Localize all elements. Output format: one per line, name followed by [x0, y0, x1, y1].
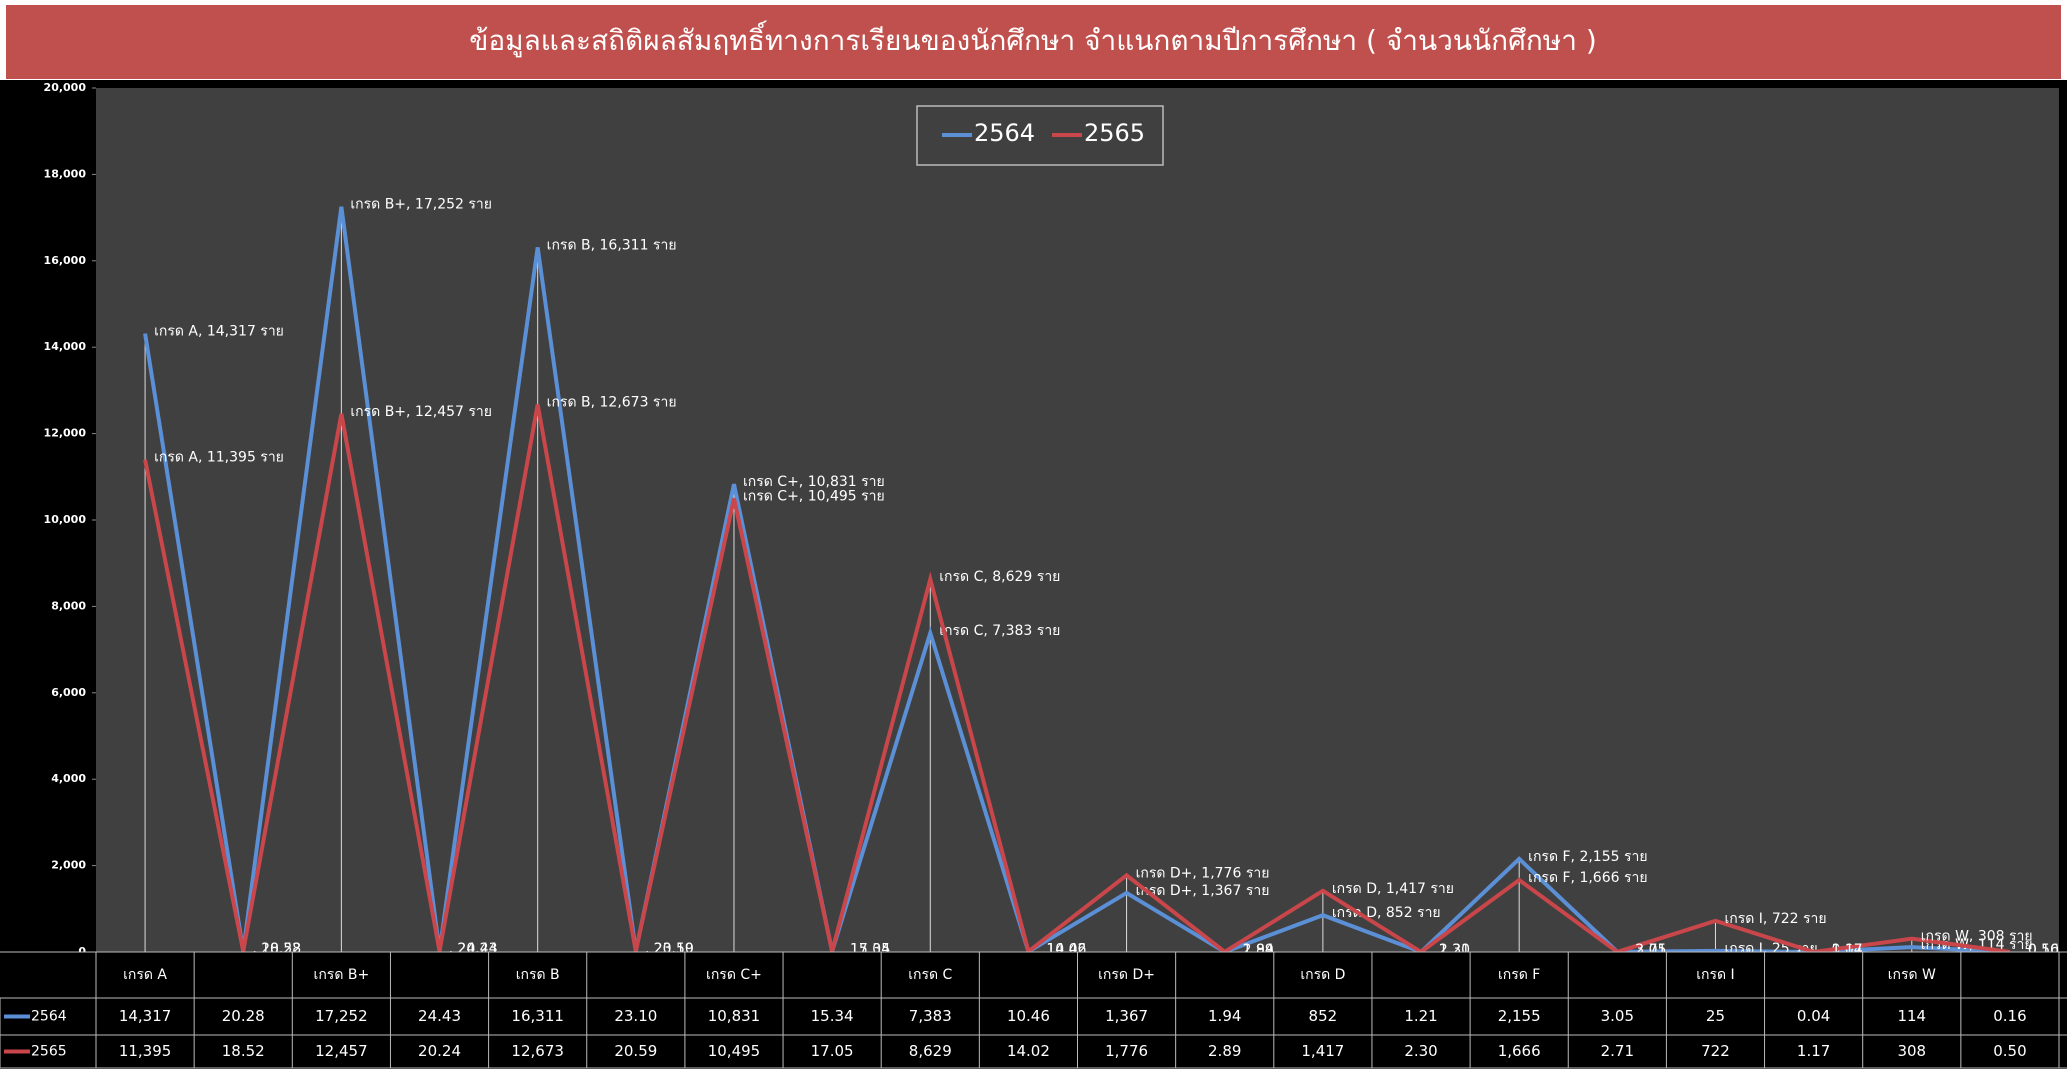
y-tick-label: 20,000 — [44, 81, 87, 94]
table-cell: 2,155 — [1498, 1007, 1541, 1025]
data-label: เกรด C, 7,383 ราย — [939, 623, 1060, 639]
data-label: เกรด C, 8,629 ราย — [939, 569, 1060, 585]
table-cell: 10,495 — [708, 1042, 761, 1060]
table-cell: 1,367 — [1105, 1007, 1148, 1025]
table-cell: 0.16 — [1993, 1007, 2026, 1025]
table-cell: 1,776 — [1105, 1042, 1148, 1060]
y-tick-label: 2,000 — [51, 859, 86, 872]
data-label: เกรด C+, 10,831 ราย — [743, 474, 885, 490]
x-tick-label: เกรด D — [1300, 967, 1345, 983]
table-cell: 114 — [1897, 1007, 1926, 1025]
data-label: เกรด D+, 1,776 ราย — [1136, 865, 1270, 881]
table-cell: 20.59 — [614, 1042, 657, 1060]
data-label: เกรด C+, 10,495 ราย — [743, 489, 885, 505]
table-cell: 852 — [1309, 1007, 1338, 1025]
x-tick-label: เกรด I — [1696, 967, 1734, 983]
data-label: เกรด W, 114 ราย — [1921, 937, 2033, 953]
table-cell: 722 — [1701, 1042, 1730, 1060]
x-tick-label: เกรด B+ — [314, 967, 370, 983]
x-tick-label: เกรด F — [1498, 967, 1540, 983]
table-cell: 18.52 — [222, 1042, 265, 1060]
plot-area — [96, 88, 2059, 952]
data-label: เกรด B, 16,311 ราย — [547, 237, 677, 253]
data-label: เกรด F, 1,666 ราย — [1528, 870, 1647, 886]
data-label: เกรด B+, 12,457 ราย — [350, 404, 492, 420]
data-label: เกรด B+, 17,252 ราย — [350, 197, 492, 213]
x-tick-label: เกรด D+ — [1098, 967, 1155, 983]
title-bar — [6, 5, 2061, 79]
table-cell: 12,673 — [511, 1042, 564, 1060]
x-tick-label: เกรด B — [516, 967, 560, 983]
data-label: เกรด F, 2,155 ราย — [1528, 849, 1647, 865]
table-cell: 2.30 — [1404, 1042, 1437, 1060]
table-cell: 17.05 — [811, 1042, 854, 1060]
table-cell: 10,831 — [708, 1007, 761, 1025]
data-label: เกรด B, 12,673 ราย — [547, 395, 677, 411]
table-cell: 1.17 — [1797, 1042, 1830, 1060]
data-label: เกรด A, 14,317 ราย — [154, 324, 284, 340]
data-label: เกรด W, 308 ราย — [1921, 929, 2033, 945]
table-cell: 0.50 — [1993, 1042, 2026, 1060]
table-cell: 3.05 — [1601, 1007, 1634, 1025]
legend-label: 2564 — [974, 119, 1035, 147]
x-tick-label: เกรด C+ — [706, 967, 762, 983]
y-tick-label: 6,000 — [51, 686, 86, 699]
data-label: เกรด I, 722 ราย — [1724, 911, 1826, 927]
table-cell: 2.71 — [1601, 1042, 1634, 1060]
legend-box — [916, 105, 1164, 166]
x-tick-label: เกรด A — [123, 967, 167, 983]
x-tick-label: เกรด W — [1888, 967, 1936, 983]
chart-title: ข้อมูลและสถิติผลสัมฤทธิ์ทางการเรียนของนั… — [469, 20, 1597, 58]
y-tick-label: 10,000 — [44, 513, 87, 526]
table-cell: 14,317 — [119, 1007, 172, 1025]
table-cell: 20.28 — [222, 1007, 265, 1025]
y-tick-label: 14,000 — [44, 340, 87, 353]
series-line — [143, 206, 2011, 960]
y-tick-label: 18,000 — [44, 167, 87, 180]
data-label: เกรด D, 852 ราย — [1332, 905, 1441, 921]
table-cell: 16,311 — [511, 1007, 564, 1025]
data-label: เกรด D, 1,417 ราย — [1332, 881, 1454, 897]
table-cell: 2.89 — [1208, 1042, 1241, 1060]
table-background — [0, 952, 2067, 1069]
table-cell: 0.04 — [1797, 1007, 1830, 1025]
table-cell: 23.10 — [614, 1007, 657, 1025]
y-tick-label: 12,000 — [44, 427, 87, 440]
table-cell: 308 — [1897, 1042, 1926, 1060]
table-cell: 12,457 — [315, 1042, 368, 1060]
table-cell: 25 — [1706, 1007, 1725, 1025]
table-cell: 7,383 — [909, 1007, 952, 1025]
data-label: เกรด A, 11,395 ราย — [154, 450, 284, 466]
legend-label: 2565 — [1084, 119, 1145, 147]
table-cell: 20.24 — [418, 1042, 461, 1060]
y-tick-label: 8,000 — [51, 599, 86, 612]
table-cell: 1.21 — [1404, 1007, 1437, 1025]
series-line — [143, 404, 2011, 955]
table-cell: 17,252 — [315, 1007, 368, 1025]
table-cell: 1,417 — [1301, 1042, 1344, 1060]
x-tick-label: เกรด C — [908, 967, 952, 983]
table-cell: 10.46 — [1007, 1007, 1050, 1025]
data-label: เกรด D+, 1,367 ราย — [1136, 883, 1270, 899]
table-cell: 24.43 — [418, 1007, 461, 1025]
table-cell: 1.94 — [1208, 1007, 1241, 1025]
table-cell: 8,629 — [909, 1042, 952, 1060]
table-series-name: 2565 — [31, 1044, 67, 1060]
y-tick-label: 16,000 — [44, 254, 87, 267]
table-cell: 1,666 — [1498, 1042, 1541, 1060]
table-series-name: 2564 — [31, 1009, 67, 1025]
table-cell: 14.02 — [1007, 1042, 1050, 1060]
table-cell: 11,395 — [119, 1042, 172, 1060]
table-cell: 15.34 — [811, 1007, 854, 1025]
y-tick-label: 4,000 — [51, 772, 86, 785]
